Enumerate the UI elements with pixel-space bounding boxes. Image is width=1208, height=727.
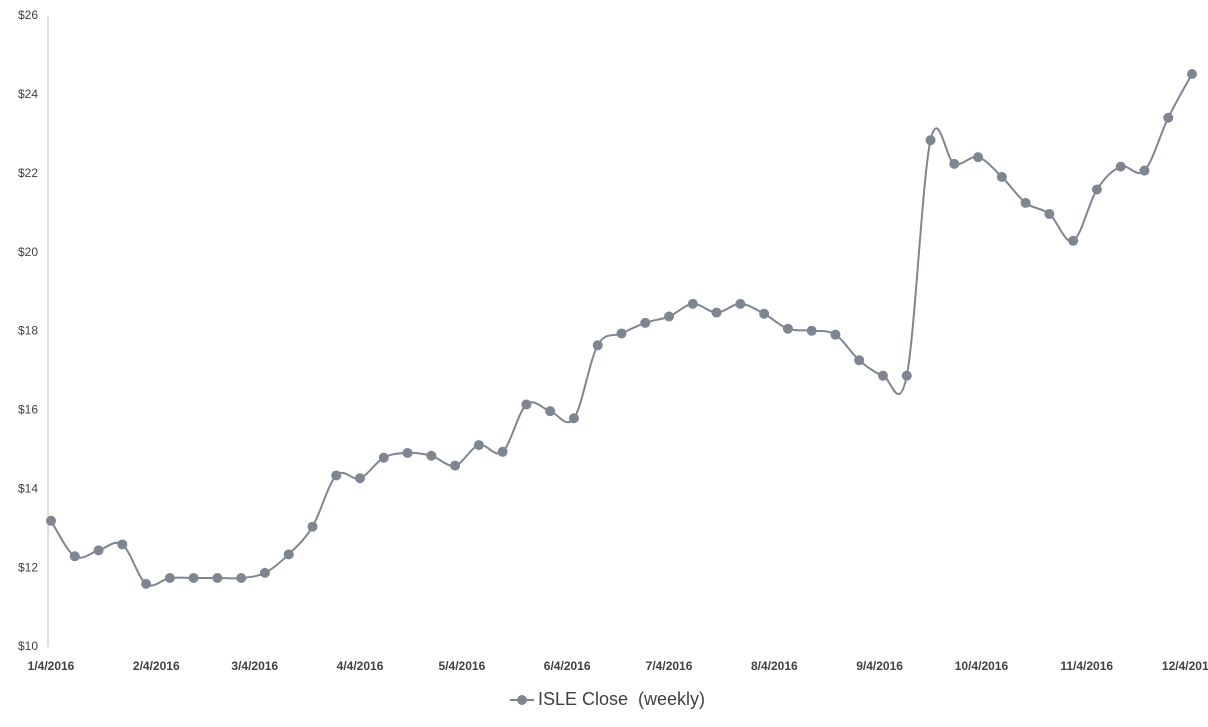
data-point <box>687 298 698 309</box>
data-point <box>1115 161 1126 172</box>
data-point <box>996 171 1007 182</box>
y-tick-label: $22 <box>18 166 38 180</box>
data-point <box>497 446 508 457</box>
data-point <box>782 323 793 334</box>
data-point <box>426 450 437 461</box>
data-point <box>545 406 556 417</box>
x-tick-label: 2/4/2016 <box>133 659 180 673</box>
data-point <box>1139 165 1150 176</box>
y-tick-label: $20 <box>18 245 38 259</box>
data-point <box>141 578 152 589</box>
data-point <box>378 452 389 463</box>
data-point <box>664 311 675 322</box>
data-point <box>711 307 722 318</box>
data-point <box>1091 184 1102 195</box>
data-point <box>616 328 627 339</box>
data-point <box>93 545 104 556</box>
y-tick-label: $16 <box>18 403 38 417</box>
data-point <box>640 317 651 328</box>
data-point <box>450 460 461 471</box>
y-tick-label: $14 <box>18 481 38 495</box>
x-tick-label: 12/4/2016 <box>1162 659 1208 673</box>
y-tick-label: $24 <box>18 87 38 101</box>
data-point <box>925 135 936 146</box>
x-tick-label: 1/4/2016 <box>28 659 75 673</box>
x-tick-label: 5/4/2016 <box>439 659 486 673</box>
data-point <box>973 152 984 163</box>
data-point <box>212 572 223 583</box>
data-point <box>901 370 912 381</box>
data-point <box>69 551 80 562</box>
data-point <box>1163 112 1174 123</box>
y-tick-label: $12 <box>18 560 38 574</box>
data-point <box>806 325 817 336</box>
x-tick-label: 11/4/2016 <box>1060 659 1113 673</box>
data-point <box>759 308 770 319</box>
data-point <box>236 572 247 583</box>
data-point <box>949 158 960 169</box>
data-point <box>164 572 175 583</box>
data-point <box>331 470 342 481</box>
data-point <box>830 329 841 340</box>
data-point <box>283 549 294 560</box>
x-tick-label: 8/4/2016 <box>751 659 798 673</box>
x-tick-label: 10/4/2016 <box>955 659 1009 673</box>
data-point <box>117 539 128 550</box>
x-tick-label: 6/4/2016 <box>544 659 591 673</box>
data-point <box>877 370 888 381</box>
data-point <box>402 447 413 458</box>
x-tick-label: 4/4/2016 <box>337 659 384 673</box>
x-tick-label: 3/4/2016 <box>231 659 278 673</box>
x-tick-label: 9/4/2016 <box>856 659 903 673</box>
data-point <box>521 399 532 410</box>
data-point <box>568 413 579 424</box>
data-point <box>259 567 270 578</box>
y-tick-label: $10 <box>18 639 38 653</box>
data-point <box>735 298 746 309</box>
data-point <box>854 355 865 366</box>
data-point <box>592 340 603 351</box>
data-point <box>473 440 484 451</box>
data-point <box>46 515 56 526</box>
x-tick-label: 7/4/2016 <box>646 659 693 673</box>
y-tick-label: $18 <box>18 324 38 338</box>
data-point <box>1044 208 1055 219</box>
data-point <box>1068 235 1079 246</box>
data-point <box>307 521 318 532</box>
data-point <box>355 473 366 484</box>
data-point <box>1020 197 1031 208</box>
y-tick-label: $26 <box>18 8 38 22</box>
data-point <box>188 572 199 583</box>
legend-label: ISLE Close (weekly) <box>538 689 705 709</box>
data-point <box>1187 68 1197 79</box>
legend-marker <box>517 695 527 705</box>
